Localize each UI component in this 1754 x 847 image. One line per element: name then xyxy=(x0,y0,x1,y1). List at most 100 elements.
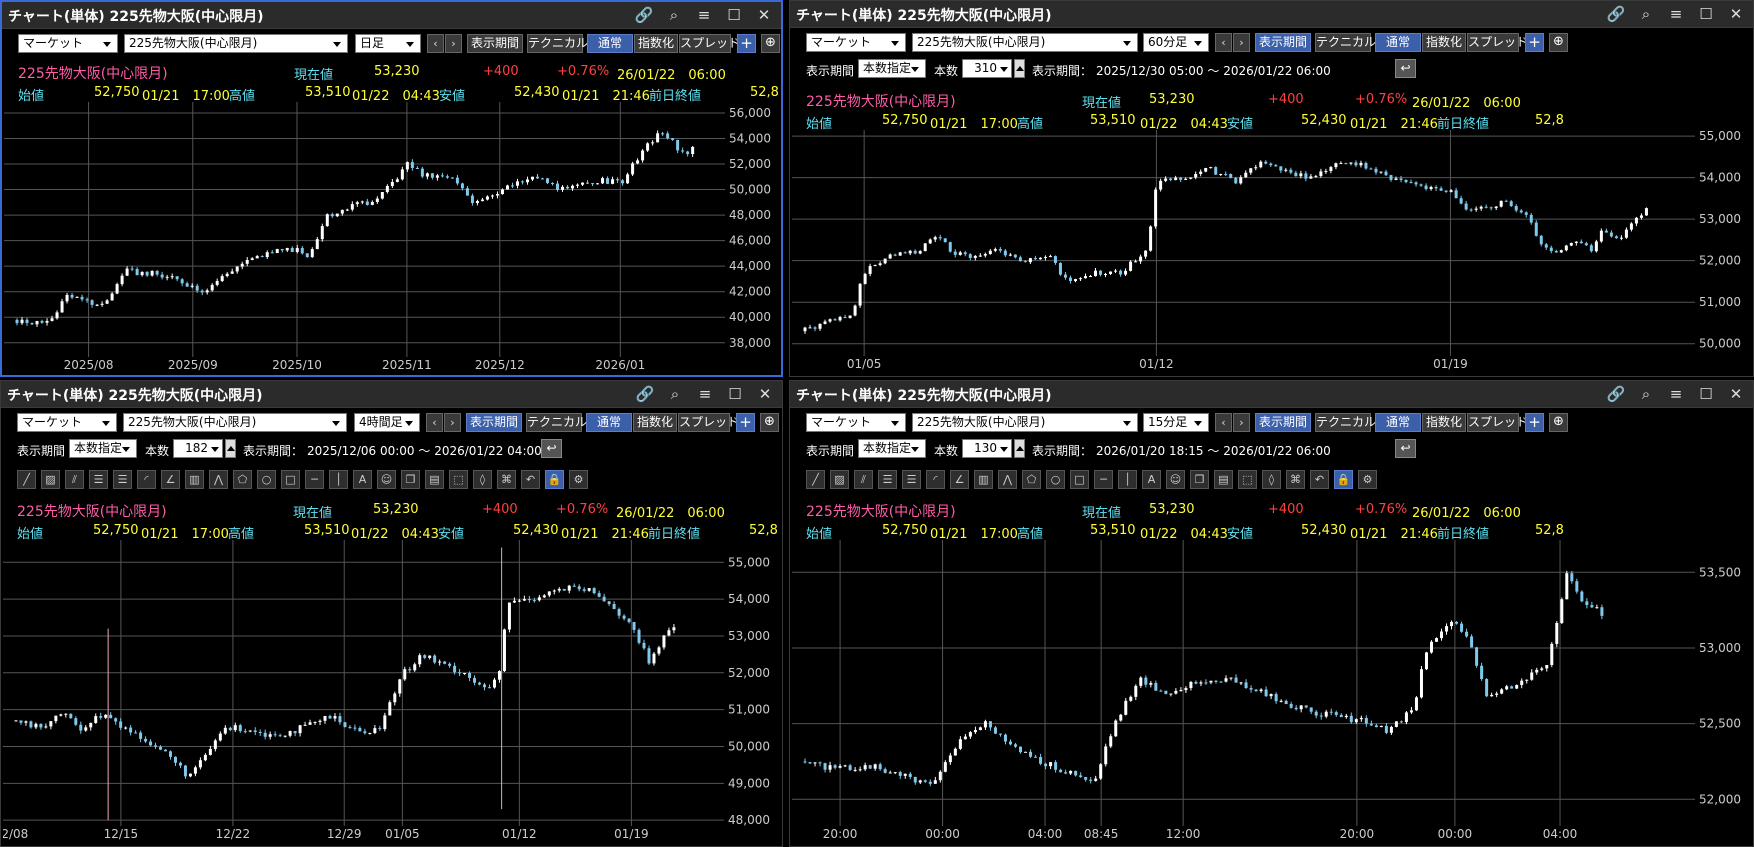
spread-button[interactable]: スプレッド xyxy=(1467,413,1528,432)
hline-tool-icon[interactable]: ─ xyxy=(305,470,324,489)
count-input[interactable]: 182 xyxy=(173,439,223,458)
symbol-select[interactable]: 225先物大阪(中心限月) xyxy=(123,413,347,432)
market-select[interactable]: マーケット xyxy=(806,33,906,52)
magnet-tool-icon[interactable]: ⌘ xyxy=(1286,470,1305,489)
lock-tool-icon[interactable]: 🔒 xyxy=(1334,470,1353,489)
zoom-icon[interactable]: ⊕ xyxy=(1549,413,1568,432)
reset-period-icon[interactable]: ↩ xyxy=(1395,59,1416,78)
period-button[interactable]: 表示期間 xyxy=(466,413,522,432)
arc-tool-icon[interactable]: ◜ xyxy=(926,470,945,489)
icon-tool-icon[interactable]: ☺ xyxy=(377,470,396,489)
symbol-select[interactable]: 225先物大阪(中心限月) xyxy=(912,413,1138,432)
close-icon[interactable]: ✕ xyxy=(757,6,771,24)
normal-button[interactable]: 通常 xyxy=(586,413,632,432)
interval-select[interactable]: 日足 xyxy=(355,34,421,53)
panel-titlebar[interactable]: チャート(単体) 225先物大阪(中心限月) 🔗 ⌕ ≡ ☐ ✕ xyxy=(790,381,1753,408)
magnet-tool-icon[interactable]: ⌘ xyxy=(497,470,516,489)
close-icon[interactable]: ✕ xyxy=(758,385,772,403)
normal-button[interactable]: 通常 xyxy=(1375,33,1421,52)
period-button[interactable]: 表示期間 xyxy=(467,34,523,53)
interval-select[interactable]: 60分足 xyxy=(1143,33,1209,52)
menu-icon[interactable]: ≡ xyxy=(697,6,711,24)
grid-tool-icon[interactable]: ▥ xyxy=(185,470,204,489)
fan-tool-icon[interactable]: ∠ xyxy=(161,470,180,489)
index-button[interactable]: 指数化 xyxy=(1422,33,1466,52)
technical-button[interactable]: テクニカル xyxy=(1315,33,1376,52)
reset-period-icon[interactable]: ↩ xyxy=(1395,439,1416,458)
technical-button[interactable]: テクニカル xyxy=(526,413,587,432)
count-stepper[interactable] xyxy=(1014,439,1025,458)
hlines-tool-icon[interactable]: ☰ xyxy=(878,470,897,489)
paste-tool-icon[interactable]: ▤ xyxy=(425,470,444,489)
price-chart[interactable]: 50,000 51,000 52,000 53,000 54,000 55,000 01/0… xyxy=(792,130,1753,376)
chart-panel-br[interactable]: チャート(単体) 225先物大阪(中心限月) 🔗 ⌕ ≡ ☐ ✕ マーケット 225先物大阪(… xyxy=(789,380,1754,847)
ray-tool-icon[interactable]: ▨ xyxy=(830,470,849,489)
link-icon[interactable]: 🔗 xyxy=(1606,385,1626,403)
normal-button[interactable]: 通常 xyxy=(1375,413,1421,432)
link-icon[interactable]: 🔗 xyxy=(634,6,654,24)
reset-period-icon[interactable]: ↩ xyxy=(541,439,562,458)
symbol-select[interactable]: 225先物大阪(中心限月) xyxy=(124,34,348,53)
panel-titlebar[interactable]: チャート(単体) 225先物大阪(中心限月) 🔗 ⌕ ≡ ☐ ✕ xyxy=(790,1,1753,28)
chart-panel-tr[interactable]: チャート(単体) 225先物大阪(中心限月) 🔗 ⌕ ≡ ☐ ✕ マーケット 225先物大阪(… xyxy=(789,0,1754,377)
zoom-icon[interactable]: ⊕ xyxy=(1549,33,1568,52)
eraser-tool-icon[interactable]: ◊ xyxy=(1262,470,1281,489)
prev-button[interactable]: ‹ xyxy=(1215,33,1232,52)
period-button[interactable]: 表示期間 xyxy=(1255,413,1311,432)
link-icon[interactable]: 🔗 xyxy=(1606,5,1626,23)
prev-button[interactable]: ‹ xyxy=(1215,413,1232,432)
link-icon[interactable]: 🔗 xyxy=(635,385,655,403)
add-button[interactable]: + xyxy=(737,34,756,53)
index-button[interactable]: 指数化 xyxy=(634,34,678,53)
trendline-tool-icon[interactable]: ╱ xyxy=(806,470,825,489)
undo-tool-icon[interactable]: ↶ xyxy=(1310,470,1329,489)
add-button[interactable]: + xyxy=(1525,413,1544,432)
spread-button[interactable]: スプレッド xyxy=(1467,33,1528,52)
add-button[interactable]: + xyxy=(1525,33,1544,52)
circle-tool-icon[interactable]: ○ xyxy=(1046,470,1065,489)
period-mode-select[interactable]: 本数指定 xyxy=(858,59,926,78)
normal-button[interactable]: 通常 xyxy=(587,34,633,53)
ray-tool-icon[interactable]: ▨ xyxy=(41,470,60,489)
grid-tool-icon[interactable]: ▥ xyxy=(974,470,993,489)
select-tool-icon[interactable]: ⬚ xyxy=(449,470,468,489)
prev-button[interactable]: ‹ xyxy=(426,413,443,432)
maximize-icon[interactable]: ☐ xyxy=(727,6,741,24)
prev-button[interactable]: ‹ xyxy=(427,34,444,53)
symbol-select[interactable]: 225先物大阪(中心限月) xyxy=(912,33,1138,52)
rectangle-tool-icon[interactable]: □ xyxy=(1070,470,1089,489)
panel-titlebar[interactable]: チャート(単体) 225先物大阪(中心限月) 🔗 ⌕ ≡ ☐ ✕ xyxy=(2,2,781,29)
search-icon[interactable]: ⌕ xyxy=(669,6,679,24)
index-button[interactable]: 指数化 xyxy=(1422,413,1466,432)
search-icon[interactable]: ⌕ xyxy=(1641,5,1651,23)
zoom-icon[interactable]: ⊕ xyxy=(760,413,779,432)
market-select[interactable]: マーケット xyxy=(18,34,118,53)
period-mode-select[interactable]: 本数指定 xyxy=(69,439,137,458)
market-select[interactable]: マーケット xyxy=(17,413,117,432)
zoom-icon[interactable]: ⊕ xyxy=(761,34,780,53)
eraser-tool-icon[interactable]: ◊ xyxy=(473,470,492,489)
fan-tool-icon[interactable]: ∠ xyxy=(950,470,969,489)
maximize-icon[interactable]: ☐ xyxy=(1699,5,1713,23)
pitchfork-tool-icon[interactable]: ⋀ xyxy=(998,470,1017,489)
pitchfork-tool-icon[interactable]: ⋀ xyxy=(209,470,228,489)
technical-button[interactable]: テクニカル xyxy=(1315,413,1376,432)
search-icon[interactable]: ⌕ xyxy=(670,385,680,403)
parallel-tool-icon[interactable]: ⫽ xyxy=(854,470,873,489)
maximize-icon[interactable]: ☐ xyxy=(728,385,742,403)
technical-button[interactable]: テクニカル xyxy=(527,34,588,53)
pentagon-tool-icon[interactable]: ⬠ xyxy=(1022,470,1041,489)
arc-tool-icon[interactable]: ◜ xyxy=(137,470,156,489)
text-tool-icon[interactable]: A xyxy=(353,470,372,489)
chart-panel-bl[interactable]: チャート(単体) 225先物大阪(中心限月) 🔗 ⌕ ≡ ☐ ✕ マーケット 225先物大阪(… xyxy=(0,380,783,847)
settings-tool-icon[interactable]: ⚙ xyxy=(1358,470,1377,489)
pentagon-tool-icon[interactable]: ⬠ xyxy=(233,470,252,489)
undo-tool-icon[interactable]: ↶ xyxy=(521,470,540,489)
market-select[interactable]: マーケット xyxy=(806,413,906,432)
text-tool-icon[interactable]: A xyxy=(1142,470,1161,489)
next-button[interactable]: › xyxy=(445,34,462,53)
settings-tool-icon[interactable]: ⚙ xyxy=(569,470,588,489)
channel-tool-icon[interactable]: ☰ xyxy=(113,470,132,489)
menu-icon[interactable]: ≡ xyxy=(1669,385,1683,403)
copy-tool-icon[interactable]: ❐ xyxy=(401,470,420,489)
